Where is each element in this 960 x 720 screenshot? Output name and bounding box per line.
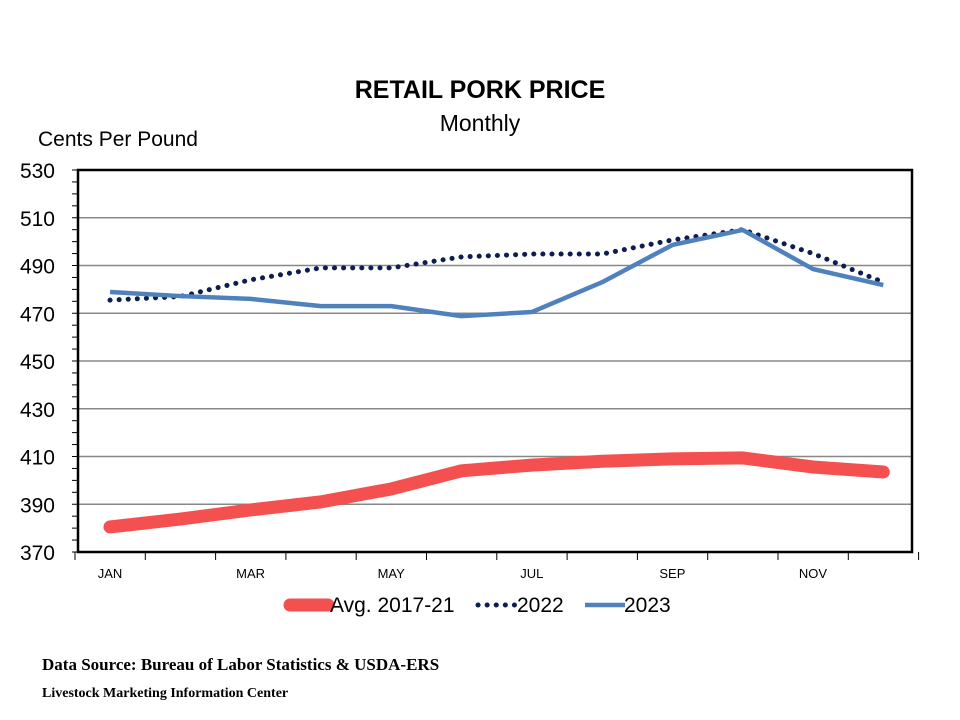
legend-label: Avg. 2017-21 [330,594,455,617]
data-source: Data Source: Bureau of Labor Statistics … [42,655,440,674]
chart-title: RETAIL PORK PRICE [354,76,606,104]
organization: Livestock Marketing Information Center [42,686,289,701]
x-tick-label: JAN [98,566,123,581]
y-tick-label: 510 [20,208,55,231]
legend-label: 2023 [624,594,671,617]
x-tick-label: SEP [659,566,685,581]
x-tick-label: NOV [799,566,828,581]
x-tick-label: MAR [236,566,265,581]
y-tick-label: 370 [20,542,55,565]
x-tick-label: JUL [520,566,543,581]
y-tick-label: 410 [20,447,55,470]
y-tick-label: 530 [20,160,55,183]
y-tick-label: 450 [20,351,55,374]
y-tick-label: 470 [20,303,55,326]
plot-frame [76,168,914,554]
series-line-2023 [109,227,884,319]
chart-subtitle: Monthly [439,110,521,136]
series-line-avg-2017-21 [103,451,890,534]
y-tick-label: 490 [20,256,55,279]
y-tick-label: 430 [20,399,55,422]
y-tick-label: 390 [20,494,55,517]
legend-label: 2022 [517,594,564,617]
y-axis-label: Cents Per Pound [38,128,198,151]
x-tick-label: MAY [378,566,406,581]
series-line-2022 [107,227,886,303]
